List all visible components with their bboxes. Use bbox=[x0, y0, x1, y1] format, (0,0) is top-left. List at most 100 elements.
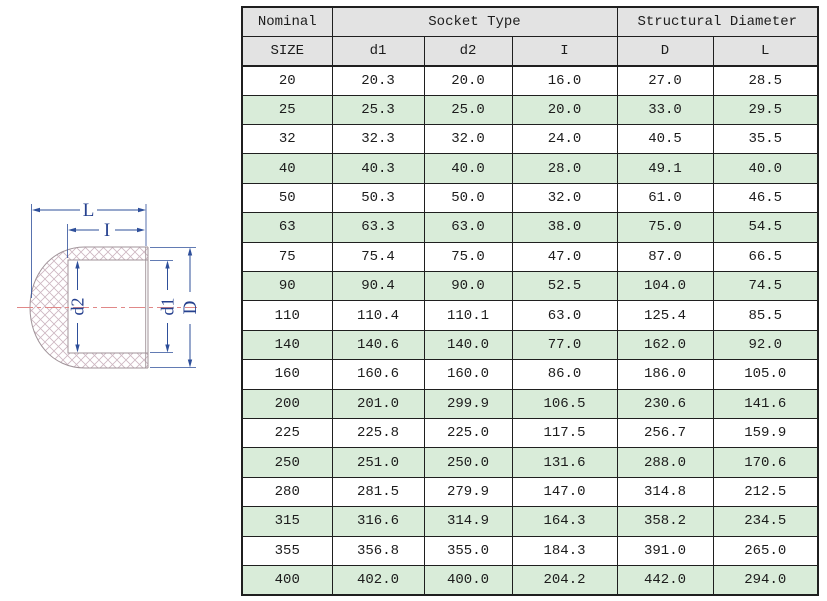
table-cell: 90.4 bbox=[331, 271, 425, 302]
table-cell: 314.8 bbox=[616, 476, 714, 508]
table-row: 200 201.0 299.9 106.5 230.6 141.6 bbox=[241, 388, 819, 419]
table-row: 140 140.6 140.0 77.0 162.0 92.0 bbox=[241, 329, 819, 361]
table-cell: 356.8 bbox=[331, 535, 425, 566]
table-cell: 160.6 bbox=[331, 359, 425, 390]
table-cell: 225.0 bbox=[423, 417, 513, 449]
table-cell: 256.7 bbox=[616, 417, 714, 449]
table-cell: 250.0 bbox=[423, 447, 513, 478]
table-cell: 40.5 bbox=[616, 124, 714, 155]
table-cell: 32.0 bbox=[423, 124, 513, 155]
table-cell: 159.9 bbox=[712, 417, 819, 449]
column-header-d: D bbox=[616, 35, 714, 67]
dim-L bbox=[31, 204, 147, 298]
dim-I bbox=[67, 224, 138, 258]
table-cell: 38.0 bbox=[511, 212, 618, 243]
table-cell: 25.3 bbox=[331, 94, 425, 126]
table-cell: 316.6 bbox=[331, 506, 425, 537]
table-cell: 355.0 bbox=[423, 535, 513, 566]
dim-label-d2: d2 bbox=[68, 298, 88, 316]
table-cell: 141.6 bbox=[712, 388, 819, 419]
table-cell: 40.0 bbox=[712, 153, 819, 184]
table-cell: 104.0 bbox=[616, 271, 714, 302]
column-header-d2: d2 bbox=[423, 35, 513, 67]
table-row: 40 40.3 40.0 28.0 49.1 40.0 bbox=[241, 153, 819, 184]
table-cell: 47.0 bbox=[511, 241, 618, 273]
table-cell: 28.0 bbox=[511, 153, 618, 184]
table-cell: 90.0 bbox=[423, 271, 513, 302]
table-row: 280 281.5 279.9 147.0 314.8 212.5 bbox=[241, 476, 819, 508]
dim-D-arrow-bottom bbox=[187, 359, 193, 368]
table-cell: 35.5 bbox=[712, 124, 819, 155]
cell-size: 400 bbox=[241, 564, 333, 596]
column-header-size: SIZE bbox=[241, 35, 333, 67]
table-cell: 25.0 bbox=[423, 94, 513, 126]
table-column-header-row: SIZE d1 d2 I D L bbox=[241, 35, 819, 67]
table-cell: 358.2 bbox=[616, 506, 714, 537]
table-cell: 29.5 bbox=[712, 94, 819, 126]
table-cell: 140.6 bbox=[331, 329, 425, 361]
table-cell: 230.6 bbox=[616, 388, 714, 419]
table-cell: 110.1 bbox=[423, 300, 513, 331]
table-cell: 110.4 bbox=[331, 300, 425, 331]
dim-label-d1: d1 bbox=[158, 298, 178, 316]
table-cell: 314.9 bbox=[423, 506, 513, 537]
table-cell: 40.3 bbox=[331, 153, 425, 184]
table-cell: 162.0 bbox=[616, 329, 714, 361]
table-cell: 86.0 bbox=[511, 359, 618, 390]
table-cell: 117.5 bbox=[511, 417, 618, 449]
dim-label-L: L bbox=[83, 200, 95, 221]
dim-d2-arrow-bottom bbox=[75, 344, 80, 353]
table-cell: 184.3 bbox=[511, 535, 618, 566]
table-cell: 50.3 bbox=[331, 182, 425, 214]
cell-size: 225 bbox=[241, 417, 333, 449]
table-cell: 402.0 bbox=[331, 564, 425, 596]
table-row: 90 90.4 90.0 52.5 104.0 74.5 bbox=[241, 271, 819, 302]
table-cell: 170.6 bbox=[712, 447, 819, 478]
dim-d1-arrow-bottom bbox=[165, 344, 170, 353]
table-cell: 77.0 bbox=[511, 329, 618, 361]
table-row: 110 110.4 110.1 63.0 125.4 85.5 bbox=[241, 300, 819, 331]
cell-size: 140 bbox=[241, 329, 333, 361]
table-cell: 251.0 bbox=[331, 447, 425, 478]
table-cell: 442.0 bbox=[616, 564, 714, 596]
cell-size: 250 bbox=[241, 447, 333, 478]
table-row: 25 25.3 25.0 20.0 33.0 29.5 bbox=[241, 94, 819, 126]
table-cell: 16.0 bbox=[511, 65, 618, 96]
table-cell: 40.0 bbox=[423, 153, 513, 184]
cell-size: 32 bbox=[241, 124, 333, 155]
table-cell: 125.4 bbox=[616, 300, 714, 331]
table-cell: 63.0 bbox=[423, 212, 513, 243]
dim-d1 bbox=[150, 260, 173, 353]
dimension-table: Nominal Socket Type Structural Diameter … bbox=[241, 6, 820, 596]
column-header-i: I bbox=[511, 35, 618, 67]
cell-size: 110 bbox=[241, 300, 333, 331]
column-header-d1: d1 bbox=[331, 35, 425, 67]
cell-size: 25 bbox=[241, 94, 333, 126]
cell-size: 75 bbox=[241, 241, 333, 273]
table-cell: 46.5 bbox=[712, 182, 819, 214]
dim-D bbox=[150, 247, 196, 368]
header-socket-type: Socket Type bbox=[331, 6, 618, 37]
table-cell: 391.0 bbox=[616, 535, 714, 566]
table-cell: 49.1 bbox=[616, 153, 714, 184]
table-cell: 204.2 bbox=[511, 564, 618, 596]
table-cell: 201.0 bbox=[331, 388, 425, 419]
table-cell: 131.6 bbox=[511, 447, 618, 478]
table-cell: 87.0 bbox=[616, 241, 714, 273]
table-cell: 33.0 bbox=[616, 94, 714, 126]
table-cell: 265.0 bbox=[712, 535, 819, 566]
dim-I-arrow-left bbox=[68, 227, 76, 233]
table-cell: 288.0 bbox=[616, 447, 714, 478]
table-cell: 92.0 bbox=[712, 329, 819, 361]
table-row: 400 402.0 400.0 204.2 442.0 294.0 bbox=[241, 564, 819, 596]
cell-size: 50 bbox=[241, 182, 333, 214]
table-row: 75 75.4 75.0 47.0 87.0 66.5 bbox=[241, 241, 819, 273]
cell-size: 20 bbox=[241, 65, 333, 96]
table-cell: 66.5 bbox=[712, 241, 819, 273]
table-row: 315 316.6 314.9 164.3 358.2 234.5 bbox=[241, 506, 819, 537]
cap-wall-hatch bbox=[30, 247, 148, 368]
table-row: 63 63.3 63.0 38.0 75.0 54.5 bbox=[241, 212, 819, 243]
table-cell: 164.3 bbox=[511, 506, 618, 537]
column-header-l: L bbox=[712, 35, 819, 67]
table-cell: 28.5 bbox=[712, 65, 819, 96]
